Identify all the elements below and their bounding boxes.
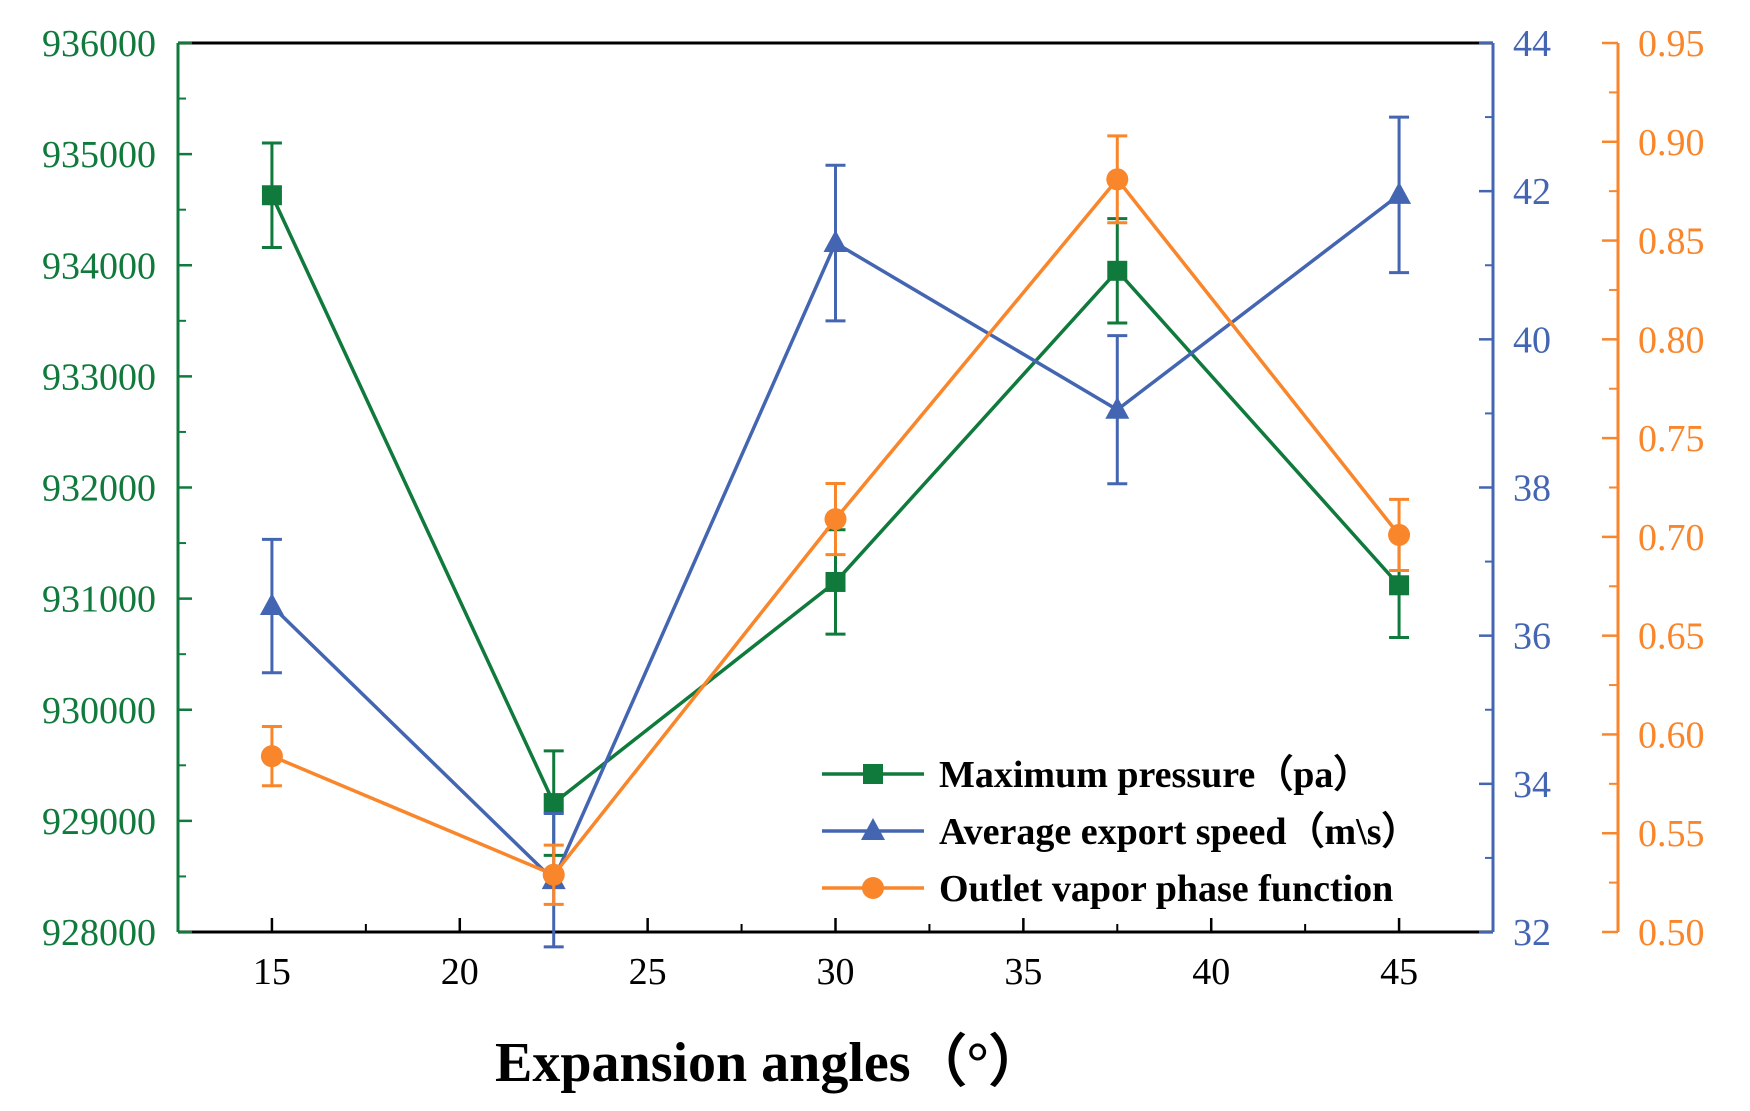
right-y-tick-label: 38 bbox=[1513, 468, 1551, 510]
left-y-tick-label: 928000 bbox=[42, 912, 156, 954]
data-point bbox=[260, 745, 283, 768]
data-point bbox=[1388, 523, 1411, 546]
data-point bbox=[1107, 260, 1128, 281]
x-tick-label: 30 bbox=[817, 951, 855, 993]
series-3 bbox=[260, 134, 1411, 906]
axes-layer: 15 20 25 30 35 40 45 928000 929000 930000 931000 93… bbox=[42, 23, 1705, 993]
x-tick-label: 45 bbox=[1380, 951, 1418, 993]
right-y-tick-label: 36 bbox=[1513, 616, 1551, 658]
legend-label: Maximum pressure（pa） bbox=[939, 754, 1371, 796]
right2-y-tick-label: 0.55 bbox=[1638, 813, 1705, 855]
x-axis-label: Expansion angles（°） bbox=[495, 1031, 1045, 1094]
legend-marker bbox=[861, 818, 885, 840]
x-tick-label: 15 bbox=[253, 951, 291, 993]
data-point bbox=[259, 593, 284, 616]
right2-y-tick-label: 0.95 bbox=[1638, 23, 1705, 65]
right2-y-tick-label: 0.70 bbox=[1638, 517, 1705, 559]
data-point bbox=[542, 863, 565, 886]
data-point bbox=[1387, 181, 1412, 204]
series-2 bbox=[259, 115, 1412, 949]
legend-marker bbox=[862, 877, 884, 899]
right-y-tick-label: 34 bbox=[1513, 764, 1551, 806]
right2-y-tick-label: 0.90 bbox=[1638, 122, 1705, 164]
data-point bbox=[1106, 168, 1129, 191]
legend-label: Average export speed（m\s） bbox=[939, 811, 1420, 853]
right2-y-tick-label: 0.60 bbox=[1638, 714, 1705, 756]
right-y-tick-label: 40 bbox=[1513, 319, 1551, 361]
data-point bbox=[1105, 396, 1130, 419]
series-1 bbox=[261, 141, 1410, 857]
data-point bbox=[543, 793, 564, 814]
left-y-tick-label: 935000 bbox=[42, 134, 156, 176]
series-layer bbox=[259, 115, 1412, 949]
data-point bbox=[261, 185, 282, 206]
left-y-tick-label: 933000 bbox=[42, 356, 156, 398]
legend-label: Outlet vapor phase function bbox=[939, 868, 1393, 910]
x-tick-label: 40 bbox=[1192, 951, 1230, 993]
right2-y-tick-label: 0.65 bbox=[1638, 616, 1705, 658]
right-y-tick-label: 44 bbox=[1513, 23, 1551, 65]
left-y-tick-label: 932000 bbox=[42, 468, 156, 510]
legend-item-1: Maximum pressure（pa） bbox=[822, 754, 1371, 796]
x-tick-label: 35 bbox=[1004, 951, 1042, 993]
left-y-tick-label: 934000 bbox=[42, 245, 156, 287]
left-y-tick-label: 930000 bbox=[42, 690, 156, 732]
left-y-tick-label: 929000 bbox=[42, 801, 156, 843]
right2-y-tick-label: 0.50 bbox=[1638, 912, 1705, 954]
x-tick-label: 20 bbox=[441, 951, 479, 993]
data-point bbox=[825, 571, 846, 592]
x-tick-label: 25 bbox=[629, 951, 667, 993]
right2-y-tick-label: 0.75 bbox=[1638, 418, 1705, 460]
legend-item-3: Outlet vapor phase function bbox=[822, 868, 1393, 910]
right2-y-tick-label: 0.85 bbox=[1638, 221, 1705, 263]
data-point bbox=[823, 230, 848, 253]
data-point bbox=[1389, 575, 1410, 596]
legend: Maximum pressure（pa） Average export speed… bbox=[822, 754, 1420, 910]
right2-y-tick-label: 0.80 bbox=[1638, 319, 1705, 361]
right-y-tick-label: 42 bbox=[1513, 171, 1551, 213]
legend-marker bbox=[863, 764, 883, 784]
legend-item-2: Average export speed（m\s） bbox=[822, 811, 1420, 853]
right-y-tick-label: 32 bbox=[1513, 912, 1551, 954]
left-y-tick-label: 931000 bbox=[42, 579, 156, 621]
data-point bbox=[824, 508, 847, 531]
left-y-tick-label: 936000 bbox=[42, 23, 156, 65]
